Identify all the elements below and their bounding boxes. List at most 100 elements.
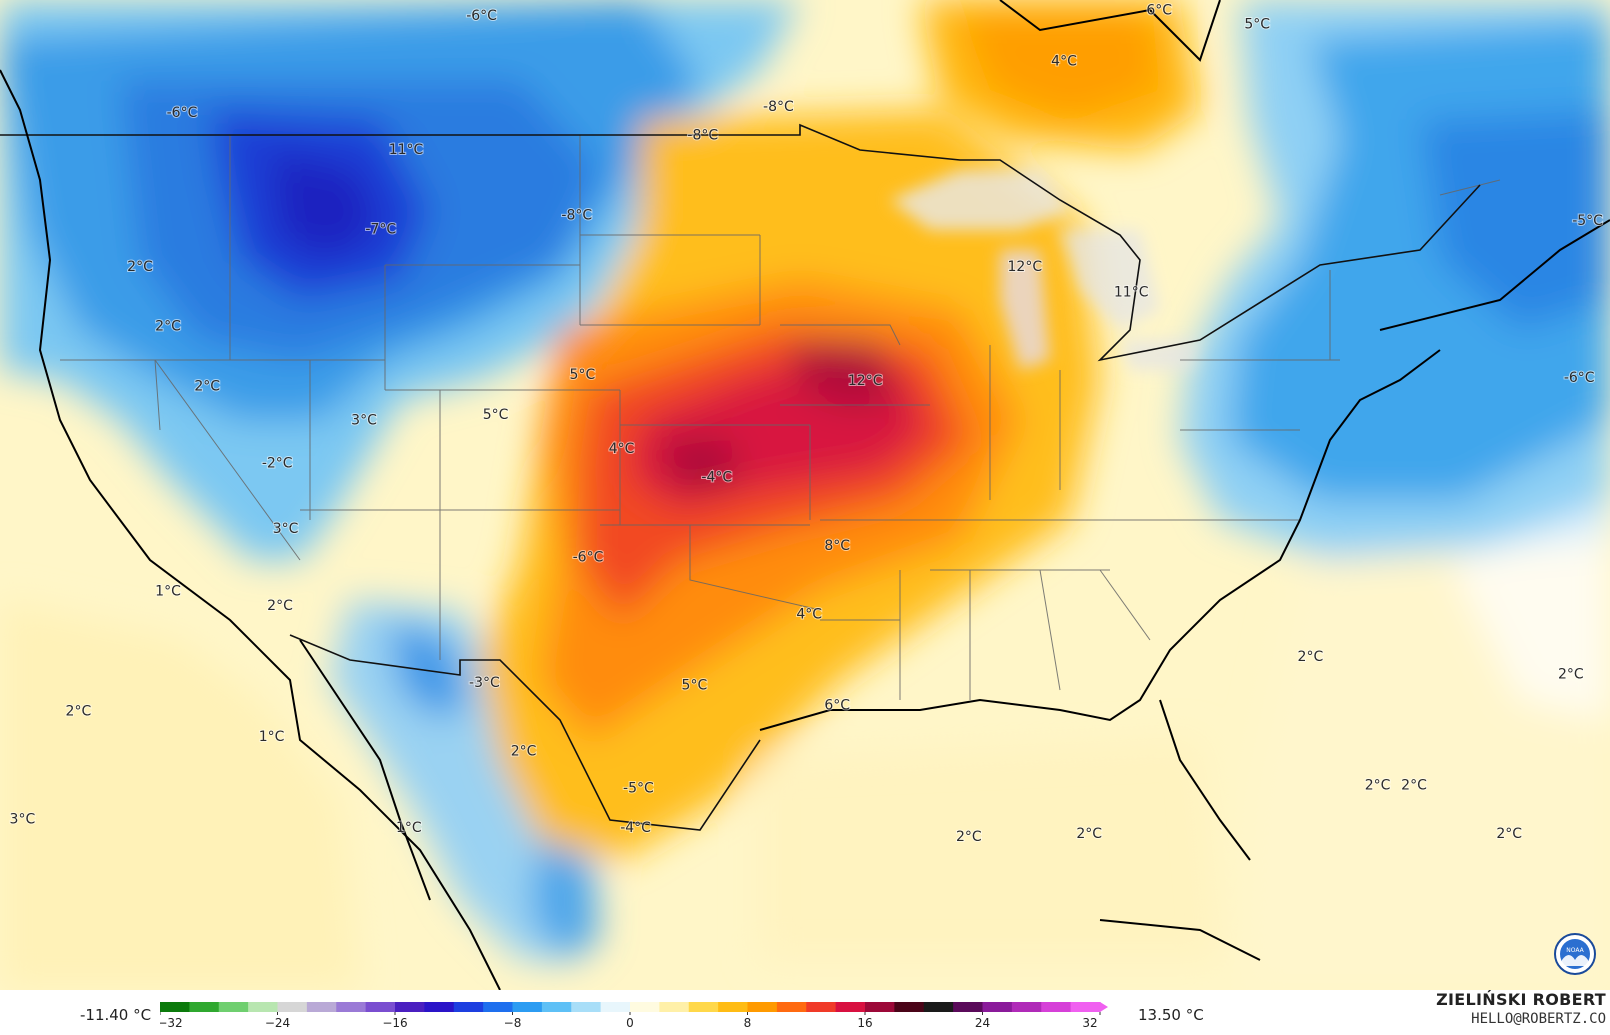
temp-label: 2°C xyxy=(1076,826,1102,842)
temp-label: 2°C xyxy=(956,829,982,845)
temp-label: 2°C xyxy=(194,379,220,395)
colorbar-cell xyxy=(541,1002,572,1012)
temp-label: 2°C xyxy=(127,259,153,275)
colorbar-cell xyxy=(747,1002,778,1012)
noaa-logo-text: NOAA xyxy=(1566,947,1584,954)
colorbar-tick-label: 32 xyxy=(1082,1016,1097,1028)
colorbar-cell xyxy=(982,1002,1013,1012)
colorbar-cell xyxy=(424,1002,455,1012)
temp-label: 5°C xyxy=(1244,17,1270,33)
colorbar-cell xyxy=(688,1002,719,1012)
temperature-labels: -6°C 6°C 5°C 4°C -5°C -6°C -8°C -8°C 11°C -6°C -6°… xyxy=(9,1,1605,845)
colorbar-tick-label: −16 xyxy=(382,1016,407,1028)
colorbar-cell xyxy=(453,1002,484,1012)
colorbar-cell xyxy=(571,1002,602,1012)
colorbar-tick-label: 0 xyxy=(626,1016,634,1028)
temp-label: 1°C xyxy=(259,729,285,745)
great-lakes xyxy=(890,170,1200,370)
scale-max-value: 13.50 °C xyxy=(1138,1006,1204,1024)
colorbar-cell xyxy=(894,1002,925,1012)
temp-label: 2°C xyxy=(66,703,92,719)
colorbar-tick-label: −8 xyxy=(504,1016,522,1028)
temperature-anomaly-map: -6°C 6°C 5°C 4°C -5°C -6°C -8°C -8°C 11°C -6°C -6°… xyxy=(0,0,1610,990)
colorbar-tick-label: −24 xyxy=(265,1016,290,1028)
colorbar-cell xyxy=(953,1002,984,1012)
colorbar-cell xyxy=(160,1002,190,1012)
temp-label: 2°C xyxy=(1365,777,1391,793)
author-email: HELLO@ROBERTZ.CO xyxy=(1471,1011,1606,1027)
colorbar-cell xyxy=(659,1002,690,1012)
temp-label: -4°C xyxy=(701,470,732,486)
colorbar-cell xyxy=(189,1002,220,1012)
temp-label: 5°C xyxy=(570,367,596,383)
anomaly-field xyxy=(0,0,1610,990)
colorbar-tick-label: −32 xyxy=(160,1016,183,1028)
temp-label: 2°C xyxy=(1496,826,1522,842)
temp-label: 12°C xyxy=(1008,259,1043,275)
colorbar-cell xyxy=(923,1002,954,1012)
temp-label: 3°C xyxy=(351,413,377,429)
colorbar-tick-label: 8 xyxy=(744,1016,752,1028)
colorbar-cell xyxy=(718,1002,749,1012)
noaa-logo-icon: NOAA xyxy=(1554,933,1596,975)
temp-label: 6°C xyxy=(824,698,850,714)
coastlines xyxy=(0,0,1610,990)
colorbar-cell xyxy=(1070,1002,1101,1012)
temp-label: -2°C xyxy=(262,455,293,471)
colorbar-cell xyxy=(630,1002,660,1012)
temp-label: 2°C xyxy=(511,743,537,759)
colorbar-cell xyxy=(248,1002,279,1012)
colorbar-cell xyxy=(835,1002,866,1012)
temp-label: 2°C xyxy=(1558,666,1584,682)
colorbar-cell xyxy=(395,1002,425,1012)
colorbar-arrow xyxy=(1100,1002,1108,1012)
temp-label: 2°C xyxy=(1401,777,1427,793)
temp-label: 4°C xyxy=(1051,54,1077,70)
colorbar-cell xyxy=(365,1002,396,1012)
temp-label: -6°C xyxy=(573,549,604,565)
colorbar-cell xyxy=(306,1002,337,1012)
colorbar-cell xyxy=(277,1002,308,1012)
temp-label: 8°C xyxy=(824,538,850,554)
temp-label: -6°C xyxy=(167,105,198,121)
colorbar-cell xyxy=(336,1002,367,1012)
author-credit: ZIELIŃSKI ROBERT xyxy=(1436,990,1606,1009)
temp-label: 1°C xyxy=(396,820,422,836)
colorbar-tick-label: 16 xyxy=(857,1016,872,1028)
temp-label: -8°C xyxy=(763,99,794,115)
colorbar-cell xyxy=(1011,1002,1042,1012)
colorbar-cell xyxy=(806,1002,837,1012)
temp-label: -6°C xyxy=(1564,370,1595,386)
temp-label: 12°C xyxy=(848,373,883,389)
colorbar-cell xyxy=(483,1002,514,1012)
colorbar-cell xyxy=(512,1002,543,1012)
colorbar-cell xyxy=(776,1002,807,1012)
temp-label: -8°C xyxy=(561,208,592,224)
temp-label: 2°C xyxy=(1298,649,1324,665)
temp-label: 5°C xyxy=(483,407,509,423)
temp-label: -7°C xyxy=(365,222,396,238)
colorbar-cell xyxy=(865,1002,895,1012)
temp-label: 4°C xyxy=(609,441,635,457)
temp-label: -6°C xyxy=(466,8,497,24)
colorbar-cell xyxy=(600,1002,631,1012)
state-borders xyxy=(60,135,1501,700)
temp-label: 4°C xyxy=(796,606,822,622)
temp-label: 11°C xyxy=(389,142,424,158)
temp-label: 2°C xyxy=(155,319,181,335)
country-borders xyxy=(0,123,1481,831)
colorbar-cell xyxy=(218,1002,249,1012)
temp-label: -3°C xyxy=(469,675,500,691)
temp-label: -4°C xyxy=(620,820,651,836)
temp-label: 3°C xyxy=(273,521,299,537)
temp-label: 3°C xyxy=(10,812,36,828)
scale-min-value: -11.40 °C xyxy=(80,1006,152,1024)
temp-label: 1°C xyxy=(155,584,181,600)
temp-label: 11°C xyxy=(1114,284,1149,300)
temp-label: -5°C xyxy=(623,780,654,796)
footer xyxy=(0,990,1610,1035)
colorbar-cell xyxy=(1041,1002,1072,1012)
colorbar: −32 −24 −16 −8 0 8 16 24 32 xyxy=(160,1002,1108,1028)
temp-label: 2°C xyxy=(267,598,293,614)
temp-label: -8°C xyxy=(687,128,718,144)
